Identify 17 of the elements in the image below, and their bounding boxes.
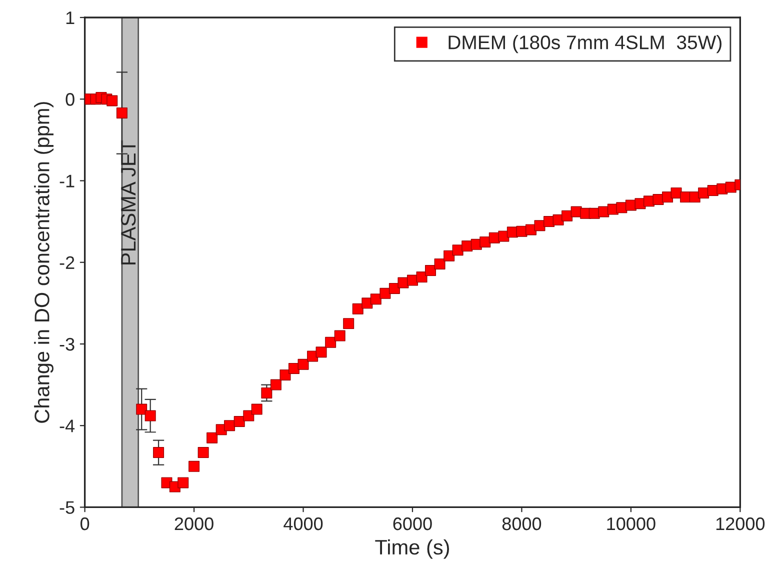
y-tick-label: -1 [60,174,74,188]
y-tick-label: 1 [66,12,74,24]
x-tick-label: 2000 [174,517,214,530]
y-tick-label: -4 [60,420,75,432]
y-tick-label: -2 [60,256,74,269]
y-tick-label: -3 [60,338,74,351]
y-tick-label: -5 [60,501,74,514]
x-tick-label: 10000 [607,517,656,530]
x-tick-label: 12000 [716,517,765,530]
y-tick-label: 0 [66,93,74,106]
x-tick-label: 6000 [393,517,432,530]
y-axis-title: Change in DO concentration (ppm) [34,102,54,423]
x-tick-label: 8000 [502,517,542,530]
legend-label: DMEM (180s 7mm 4SLM 35W) [448,34,722,54]
x-tick-label: 0 [80,517,90,530]
x-axis-title: Time (s) [375,539,449,559]
x-tick-label: 4000 [284,517,323,530]
